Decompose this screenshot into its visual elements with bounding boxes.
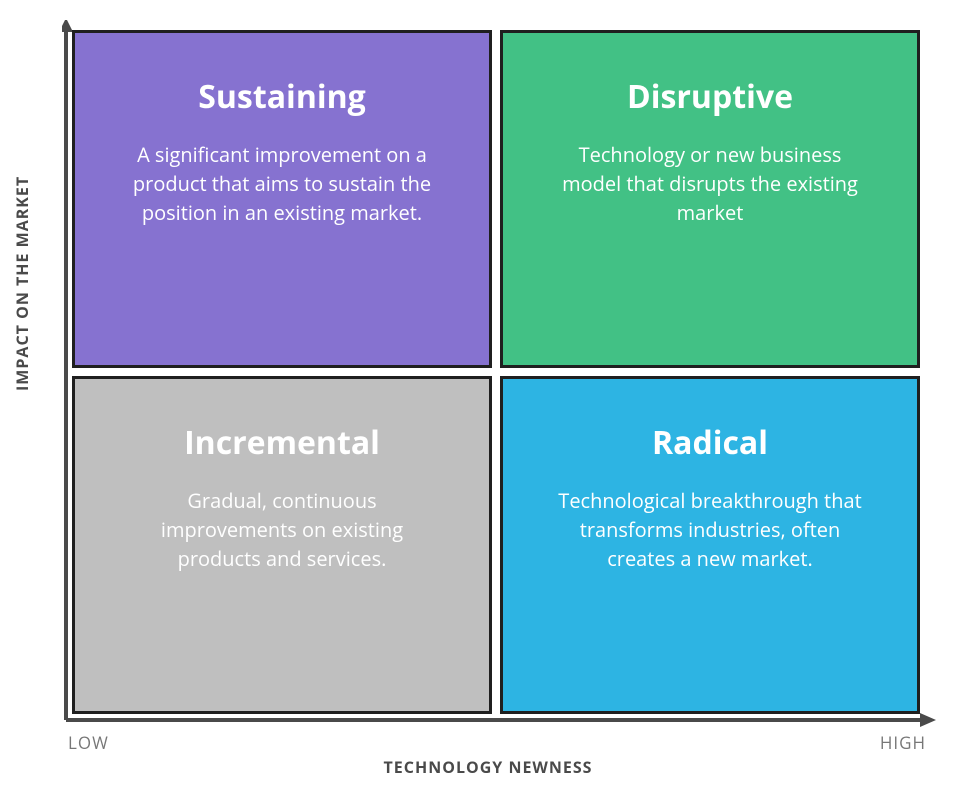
quadrant-body: A significant improvement on a product t… xyxy=(119,140,445,227)
quadrant-title: Incremental xyxy=(184,421,380,464)
quadrant-body: Technological breakthrough that transfor… xyxy=(547,486,873,573)
quadrant-title: Sustaining xyxy=(198,75,365,118)
x-axis-high: HIGH xyxy=(880,731,926,754)
quadrant-incremental: Incremental Gradual, continuous improvem… xyxy=(72,376,492,714)
quadrant-sustaining: Sustaining A significant improvement on … xyxy=(72,30,492,368)
quadrant-title: Disruptive xyxy=(627,75,793,118)
quadrant-radical: Radical Technological breakthrough that … xyxy=(500,376,920,714)
quadrant-grid: Sustaining A significant improvement on … xyxy=(72,30,920,714)
y-axis-label: IMPACT ON THE MARKET xyxy=(11,176,33,391)
quadrant-body: Technology or new business model that di… xyxy=(547,140,873,227)
x-axis-label: TECHNOLOGY NEWNESS xyxy=(40,756,936,778)
quadrant-disruptive: Disruptive Technology or new business mo… xyxy=(500,30,920,368)
quadrant-body: Gradual, continuous improvements on exis… xyxy=(119,486,445,573)
innovation-quadrant-diagram: IMPACT ON THE MARKET Sustaining A signif… xyxy=(40,20,936,776)
x-axis-low: LOW xyxy=(68,731,109,754)
quadrant-title: Radical xyxy=(652,421,768,464)
